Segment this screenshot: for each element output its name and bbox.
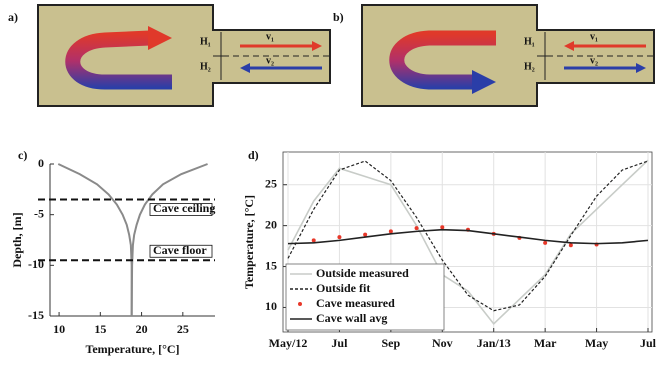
- v1-label: v₁: [590, 31, 598, 42]
- annotation-box: [149, 203, 213, 216]
- data-point: [363, 232, 368, 237]
- panel-label: c): [18, 148, 27, 162]
- legend-label: Cave measured: [316, 296, 395, 310]
- data-point: [440, 225, 445, 230]
- circulation-arrow: [65, 30, 172, 90]
- panel-label: d): [248, 148, 259, 162]
- y-tick-label: 20: [265, 217, 277, 231]
- x-tick-label: Jul: [331, 336, 348, 350]
- annotation-label: Cave floor: [153, 243, 207, 257]
- x-tick-label: 25: [177, 322, 189, 336]
- x-tick-label: 10: [53, 322, 65, 336]
- diagram-a: a) H₁ H₂ v₁ v₂: [8, 4, 331, 107]
- x-tick-label: May/12: [269, 336, 308, 350]
- x-tick-label: Nov: [432, 336, 453, 350]
- v2-label: v₂: [266, 55, 274, 66]
- legend-box: [285, 263, 445, 331]
- x-tick-label: 20: [136, 322, 148, 336]
- y-tick-label: 15: [265, 258, 277, 272]
- panel-label: b): [333, 10, 344, 24]
- y-tick-label: 25: [265, 176, 277, 190]
- legend-swatch: [298, 302, 302, 306]
- legend-label: Outside fit: [316, 281, 370, 295]
- arrow-head: [564, 41, 574, 51]
- x-tick-label: May: [585, 336, 608, 350]
- legend-label: Outside measured: [316, 266, 409, 280]
- annotation-label: Cave ceiling: [153, 201, 215, 215]
- arrow-head: [312, 41, 322, 51]
- series-line: [287, 159, 649, 326]
- arrow-head: [636, 63, 646, 73]
- data-point: [414, 226, 419, 231]
- y-tick-label: -10: [28, 257, 44, 271]
- data-point: [568, 243, 573, 248]
- data-point: [311, 238, 316, 243]
- v1-label: v₁: [266, 31, 274, 42]
- circulation-arrow: [389, 30, 496, 90]
- y-tick-label: 0: [38, 156, 44, 170]
- x-tick-label: Mar: [534, 336, 557, 350]
- y-axis-label: Temperature, [°C]: [242, 195, 256, 289]
- y-axis-label: Depth, [m]: [10, 212, 24, 267]
- profile-line: [130, 163, 208, 317]
- arrow-head: [472, 70, 496, 94]
- data-point: [543, 240, 548, 245]
- y-tick-label: 10: [265, 299, 277, 313]
- data-point: [337, 235, 342, 240]
- x-tick-label: Sep: [382, 336, 401, 350]
- x-tick-label: Jan/13: [477, 336, 511, 350]
- h1-label: H₁: [200, 36, 211, 47]
- h2-label: H₂: [200, 61, 211, 72]
- legend-label: Cave wall avg: [316, 311, 387, 325]
- annotation-box: [149, 244, 213, 258]
- v2-label: v₂: [590, 55, 598, 66]
- x-axis-label: Temperature, [°C]: [85, 342, 179, 356]
- y-tick-label: -15: [28, 308, 44, 322]
- panel-label: a): [8, 10, 18, 24]
- data-point: [388, 229, 393, 234]
- y-tick-label: -5: [34, 206, 44, 220]
- h2-label: H₂: [524, 61, 535, 72]
- series-line: [287, 160, 649, 312]
- x-tick-label: 15: [94, 322, 106, 336]
- diagram-b: b) H₁ H₂ v₁ v₂: [333, 4, 655, 107]
- arrow-head: [148, 26, 172, 50]
- x-tick-label: Jul: [640, 336, 657, 350]
- h1-label: H₁: [524, 36, 535, 47]
- series-line: [287, 228, 649, 245]
- profile-line: [57, 163, 133, 316]
- arrow-head: [240, 63, 250, 73]
